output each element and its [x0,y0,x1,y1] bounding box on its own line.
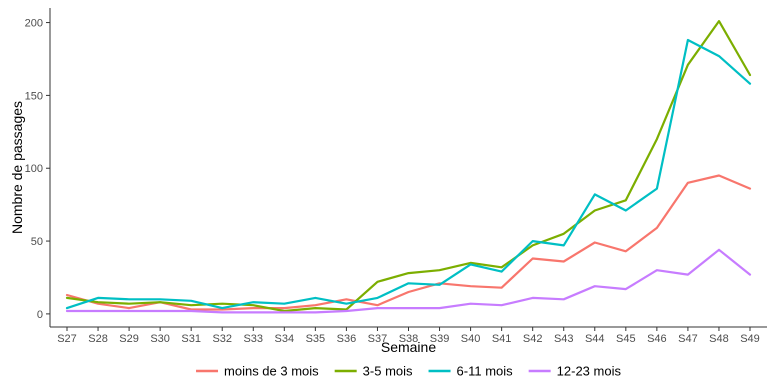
x-tick-label: S47 [678,333,698,345]
x-tick-label: S33 [243,333,263,345]
legend-label-3-5-mois: 3-5 mois [363,364,413,379]
series-line-12-23-mois [65,248,752,314]
y-tick-label: 50 [31,236,43,248]
x-tick-label: S45 [616,333,636,345]
x-tick-label: S27 [57,333,77,345]
series-line-3-5-mois [65,20,752,313]
x-tick-label: S43 [554,333,574,345]
x-tick-label: S49 [740,333,760,345]
x-tick-label: S48 [709,333,729,345]
legend: moins de 3 mois 3-5 mois 6-11 mois 12-23 mo… [196,364,621,379]
legend-label-12-23-mois: 12-23 mois [557,364,622,379]
y-tick-label: 100 [25,163,43,175]
x-tick-label: S29 [119,333,139,345]
x-tick-label: S31 [181,333,201,345]
y-axis-title: Nombre de passages [9,101,25,234]
x-tick-label: S32 [212,333,232,345]
x-tick-label: S38 [399,333,419,345]
x-tick-label: S34 [275,333,295,345]
axes [49,8,767,328]
x-tick-label: S36 [337,333,357,345]
y-ticks: 0 50 100 150 200 [25,18,50,321]
x-tick-label: S40 [461,333,481,345]
y-tick-label: 150 [25,90,43,102]
series-line-moins-de-3-mois [65,174,752,311]
x-axis-title: Semaine [381,339,436,355]
series-line-6-11-mois [65,38,752,310]
x-tick-label: S39 [430,333,450,345]
x-tick-label: S30 [150,333,170,345]
y-tick-label: 0 [37,309,43,321]
y-tick-label: 200 [25,18,43,30]
x-tick-label: S28 [88,333,108,345]
x-tick-label: S37 [368,333,388,345]
legend-label-6-11-mois: 6-11 mois [457,364,514,379]
legend-label-moins-de-3-mois: moins de 3 mois [224,364,319,379]
x-tick-label: S35 [306,333,326,345]
x-tick-label: S41 [492,333,512,345]
series-lines [65,20,752,314]
x-tick-label: S44 [585,333,605,345]
x-tick-label: S46 [647,333,667,345]
x-tick-label: S42 [523,333,543,345]
x-ticks: S27 S28 S29 S30 S31 S32 S33 S34 S35 S36 S37 S38 S39 S… [57,327,760,345]
